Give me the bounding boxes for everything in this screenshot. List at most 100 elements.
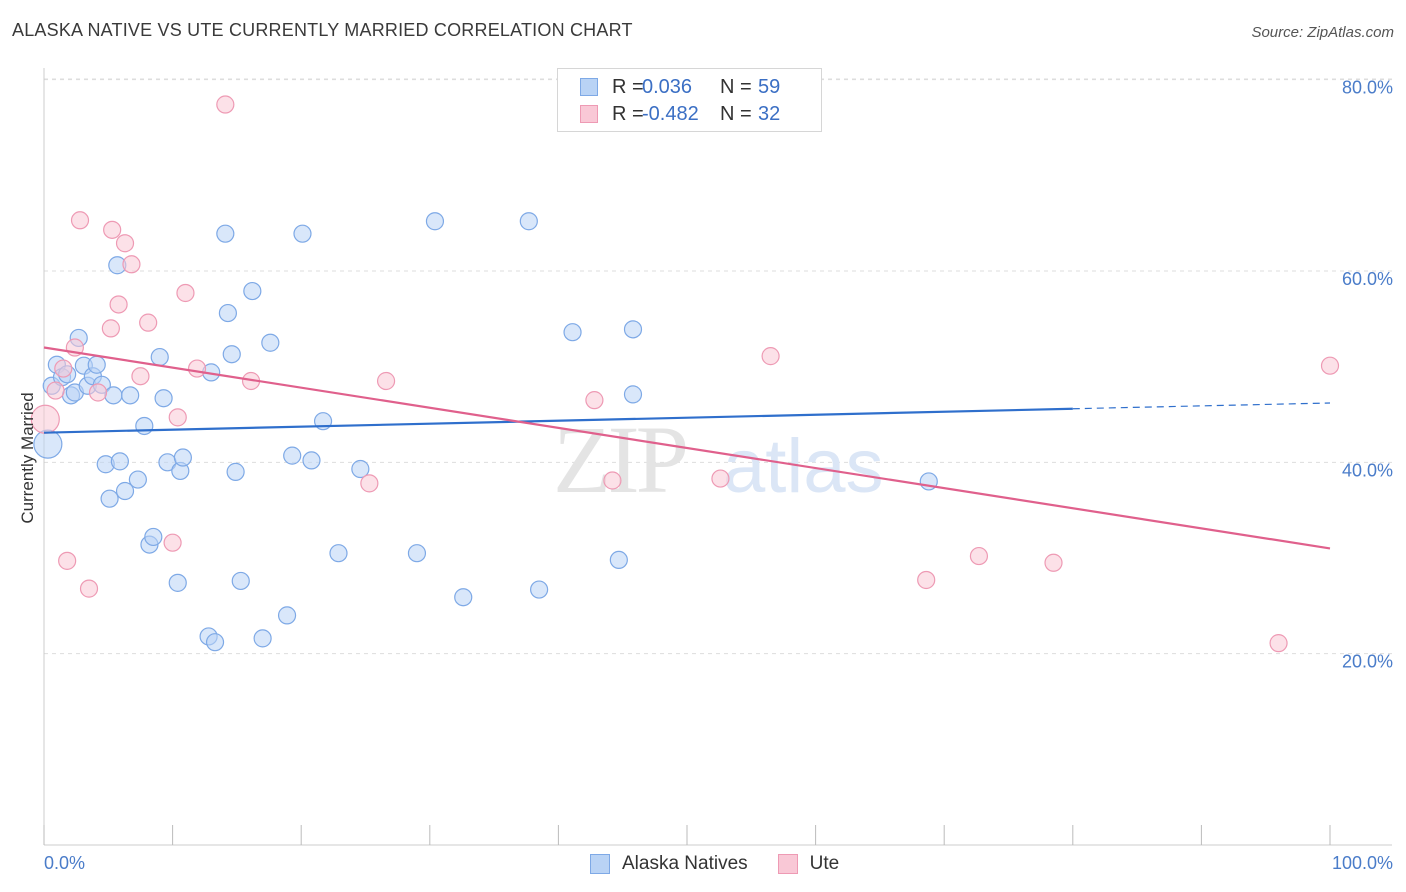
x-tick-label: 100.0% — [1332, 853, 1393, 873]
trend-line-alaska-natives — [43, 407, 1073, 434]
point-alaska-natives — [154, 389, 173, 408]
series-name: Alaska Natives — [622, 853, 748, 874]
point-alaska-natives — [329, 544, 348, 563]
x-tick-label: 0.0% — [44, 853, 85, 873]
point-ute — [376, 371, 396, 391]
point-ute — [969, 546, 989, 566]
point-alaska-natives — [243, 281, 262, 301]
point-ute — [360, 474, 379, 493]
point-alaska-natives — [168, 573, 187, 592]
grid-lines — [44, 78, 1392, 655]
point-ute — [139, 313, 158, 332]
legend-r-value: 0.036 — [642, 75, 693, 98]
series-legend-ute: Ute — [777, 853, 840, 875]
series-legend-alaska-natives: Alaska Natives — [590, 853, 748, 875]
point-alaska-natives — [121, 386, 140, 405]
point-ute — [917, 570, 936, 590]
point-alaska-natives — [425, 212, 445, 231]
point-alaska-natives — [277, 606, 297, 625]
axes — [43, 68, 1392, 846]
point-ute — [1269, 634, 1288, 653]
point-ute — [103, 220, 122, 239]
point-ute — [163, 533, 182, 552]
legend-n-value: 59 — [758, 75, 781, 98]
point-alaska-natives — [218, 303, 237, 323]
point-ute — [88, 383, 108, 402]
legend-swatch-alaska-natives — [580, 78, 598, 96]
series-swatch-ute — [777, 854, 798, 874]
series-legend: Alaska Natives Ute — [590, 850, 869, 878]
point-ute — [115, 234, 135, 253]
correlation-legend: R = 0.036 N = 59 R = -0.482 N = 32 — [557, 68, 822, 132]
point-alaska-natives — [33, 429, 63, 459]
legend-n-value: 32 — [758, 102, 781, 125]
point-ute — [187, 359, 207, 378]
point-alaska-natives — [216, 224, 235, 243]
legend-n-label: N = — [720, 75, 752, 98]
point-ute — [70, 211, 90, 230]
point-ute — [122, 255, 141, 274]
point-ute — [101, 319, 120, 338]
point-alaska-natives — [563, 323, 582, 342]
trend-line-extension — [1072, 402, 1331, 410]
chart-title: ALASKA NATIVE VS UTE CURRENTLY MARRIED C… — [12, 20, 633, 40]
point-alaska-natives — [135, 416, 154, 436]
point-alaska-natives — [110, 452, 129, 471]
legend-r-label: R = — [612, 75, 644, 98]
point-alaska-natives — [115, 481, 135, 501]
point-ute — [761, 347, 780, 366]
legend-row-alaska-natives: R = 0.036 N = 59 — [580, 74, 780, 100]
point-ute — [58, 551, 77, 570]
point-ute — [54, 359, 73, 378]
legend-r-label: R = — [612, 102, 644, 125]
point-ute — [711, 469, 730, 488]
data-points — [30, 94, 1340, 653]
point-alaska-natives — [351, 459, 370, 479]
point-alaska-natives — [226, 462, 245, 481]
watermark-zip: ZIP — [553, 406, 686, 513]
point-alaska-natives — [144, 527, 163, 547]
point-alaska-natives — [253, 629, 272, 648]
point-ute — [1044, 553, 1063, 572]
legend-swatch-ute — [580, 105, 598, 123]
point-alaska-natives — [87, 355, 106, 374]
point-alaska-natives — [128, 470, 147, 489]
point-alaska-natives — [293, 224, 312, 243]
point-ute — [1320, 356, 1340, 375]
point-alaska-natives — [231, 571, 250, 591]
point-ute — [79, 579, 99, 598]
point-alaska-natives — [205, 633, 225, 652]
y-tick-label: 20.0% — [1342, 652, 1393, 672]
point-alaska-natives — [173, 448, 192, 467]
point-ute — [46, 381, 65, 400]
point-alaska-natives — [530, 580, 549, 599]
point-alaska-natives — [454, 588, 473, 607]
y-tick-label: 60.0% — [1342, 269, 1393, 289]
point-alaska-natives — [519, 212, 538, 231]
legend-row-ute: R = -0.482 N = 32 — [580, 101, 780, 127]
point-alaska-natives — [100, 489, 119, 508]
y-tick-label: 40.0% — [1342, 460, 1393, 480]
source-label: Source: ZipAtlas.com — [1251, 24, 1394, 41]
point-ute — [176, 283, 195, 303]
point-alaska-natives — [623, 385, 643, 404]
point-alaska-natives — [261, 333, 280, 352]
point-alaska-natives — [609, 550, 628, 570]
point-alaska-natives — [283, 446, 302, 465]
y-axis-label: Currently Married — [18, 392, 37, 523]
series-swatch-alaska-natives — [590, 854, 610, 874]
point-alaska-natives — [104, 386, 123, 405]
series-name: Ute — [809, 853, 840, 874]
trend-line-ute — [43, 346, 1331, 550]
point-alaska-natives — [623, 320, 643, 339]
legend-r-value: -0.482 — [642, 102, 699, 125]
point-ute — [131, 367, 150, 386]
point-alaska-natives — [407, 544, 427, 563]
point-ute — [585, 391, 604, 410]
point-alaska-natives — [222, 345, 241, 364]
legend-n-label: N = — [720, 102, 752, 125]
point-ute — [216, 95, 235, 114]
point-ute — [603, 471, 622, 490]
trend-lines — [43, 346, 1331, 550]
